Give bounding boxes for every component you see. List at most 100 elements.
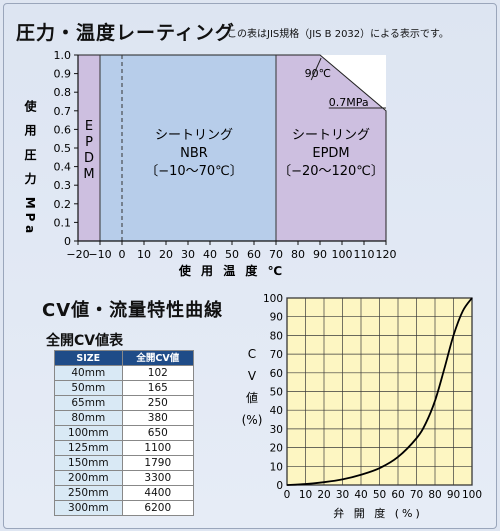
cv-table-header: SIZE 全開CV値 [54, 350, 195, 366]
x-tick-label: 0 [119, 248, 126, 261]
cv-table-title: 全開CV値表 [46, 333, 124, 349]
cv-x-tick-label: 70 [410, 489, 423, 501]
annotation-90c: 90℃ [305, 67, 331, 80]
y-tick-label: 0.7 [54, 105, 72, 118]
cv-y-tick-label: 100 [263, 293, 283, 305]
x-tick-label: 90 [313, 248, 327, 261]
cv-y-tick-label: 40 [270, 405, 283, 417]
y-axis-label: 使 用 圧 力 MPa [23, 99, 37, 238]
cv-y-tick-label: 10 [270, 461, 283, 473]
table-row: 40mm 102 [54, 365, 195, 381]
table-row: 300mm 6200 [54, 500, 195, 516]
cv-table: SIZE 全開CV値 40mm 102 50mm 165 65mm 250 80mm 380 1… [54, 350, 195, 516]
region-label: EPDM [312, 146, 349, 161]
region-label: シートリング [155, 128, 233, 143]
cv-value-cell: 3300 [121, 470, 195, 486]
y-tick-label: 0.6 [54, 123, 72, 136]
cv-value-cell: 1790 [121, 455, 195, 471]
cv-y-tick-label: 90 [270, 312, 283, 324]
cv-value-cell: 1100 [121, 440, 195, 456]
size-cell: 100mm [54, 425, 123, 441]
y-tick-label: 0.8 [54, 86, 72, 99]
cv-x-tick-label: 40 [354, 489, 367, 501]
cv-value-cell: 6200 [121, 500, 195, 516]
region-label: P [85, 135, 93, 150]
cv-y-tick-label: 50 [270, 387, 283, 399]
x-tick-label: 120 [376, 248, 397, 261]
y-tick-label: 0.4 [54, 161, 72, 174]
size-cell: 300mm [54, 500, 123, 516]
x-tick-label: 80 [291, 248, 305, 261]
x-tick-label: 10 [137, 248, 151, 261]
region-label: シートリング [292, 128, 370, 143]
size-header: SIZE [54, 350, 123, 366]
x-tick-label: 30 [181, 248, 195, 261]
x-tick-label: 110 [354, 248, 375, 261]
y-tick-label: 0.3 [54, 179, 72, 192]
jis-note: この表はJIS規格（JIS B 2032）による表示です。 [227, 29, 449, 40]
size-cell: 40mm [54, 365, 123, 381]
region-label: M [83, 167, 94, 182]
x-tick-label: 100 [332, 248, 353, 261]
cv-x-axis-label: 弁 開 度 (%) [333, 506, 423, 520]
cv-x-tick-label: 80 [428, 489, 441, 501]
cv-x-tick-label: 50 [373, 489, 386, 501]
cv-y-axis-label: (%) [242, 413, 263, 427]
rating-boundary [78, 54, 387, 241]
cv-y-axis-label: C [248, 347, 256, 361]
region-0 [78, 55, 100, 241]
region-label: D [84, 151, 94, 166]
table-row: 150mm 1790 [54, 455, 195, 471]
region-label: NBR [180, 146, 208, 161]
cv-header: 全開CV値 [121, 350, 195, 366]
cv-title: CV値・流量特性曲線 [42, 300, 224, 321]
pressure-temperature-chart: 0 0.1 0.2 0.3 0.4 0.5 0.6 0.7 0.8 0.9 1.0 −20−10 0 10… [23, 49, 397, 278]
cv-y-tick-label: 0 [276, 480, 283, 492]
cv-x-tick-label: 10 [299, 489, 312, 501]
cv-value-cell: 165 [121, 380, 195, 396]
cv-x-tick-label: 0 [284, 489, 291, 501]
y-tick-label: 0.9 [54, 68, 72, 81]
size-cell: 65mm [54, 395, 123, 411]
cv-y-axis-label: V [248, 369, 257, 383]
cv-x-tick-label: 30 [336, 489, 349, 501]
x-tick-label: 20 [159, 248, 173, 261]
cv-curve [286, 297, 473, 486]
cv-y-tick-label: 80 [270, 330, 283, 342]
cv-x-tick-label: 60 [391, 489, 404, 501]
region-label: 〔−10〜70℃〕 [145, 164, 243, 179]
table-row: 50mm 165 [54, 380, 195, 396]
cv-value-cell: 650 [121, 425, 195, 441]
size-cell: 50mm [54, 380, 123, 396]
x-tick-label: 50 [225, 248, 239, 261]
cv-y-tick-label: 70 [270, 349, 283, 361]
table-row: 65mm 250 [54, 395, 195, 411]
y-tick-label: 0.1 [54, 216, 72, 229]
x-tick-label: 40 [203, 248, 217, 261]
x-axis-label: 使 用 温 度 ℃ [178, 263, 285, 278]
x-tick-label: 70 [269, 248, 283, 261]
size-cell: 250mm [54, 485, 123, 501]
cv-x-tick-label: 90 [447, 489, 460, 501]
table-row: 100mm 650 [54, 425, 195, 441]
region-label: E [85, 119, 93, 134]
cv-y-tick-label: 30 [270, 424, 283, 436]
y-tick-label: 0.2 [54, 198, 72, 211]
cv-y-axis-label: 値 [246, 390, 258, 405]
x-tick-label: −10 [88, 248, 111, 261]
y-tick-label: 1.0 [54, 49, 72, 62]
annotation-leader [310, 57, 322, 81]
cv-y-tick-label: 60 [270, 368, 283, 380]
y-tick-label: 0.5 [54, 142, 72, 155]
cv-x-tick-label: 20 [317, 489, 330, 501]
x-tick-label: −20 [66, 248, 89, 261]
region-1 [100, 55, 276, 241]
cv-y-tick-label: 20 [270, 443, 283, 455]
y-tick-label: 0 [64, 235, 71, 248]
x-tick-label: 60 [247, 248, 261, 261]
pressure-temp-title: 圧力・温度レーティング [16, 22, 235, 44]
annotation-07mpa: 0.7MPa [329, 96, 369, 109]
region-label: 〔−20〜120℃〕 [278, 164, 384, 179]
table-row: 200mm 3300 [54, 470, 195, 486]
